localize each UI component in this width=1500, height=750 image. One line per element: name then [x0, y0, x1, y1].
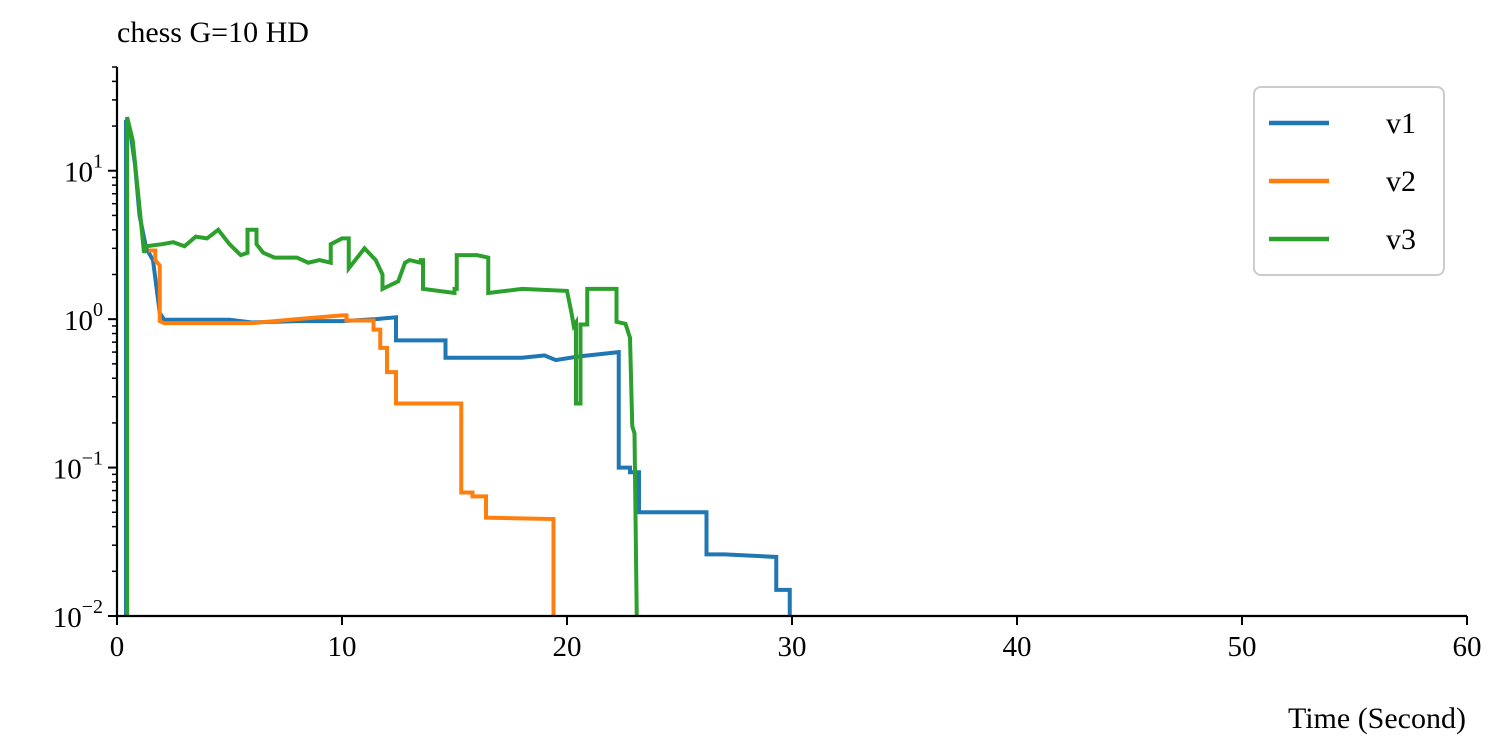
x-tick-label: 0	[110, 631, 125, 663]
legend-items: v1 v2 v3	[1269, 107, 1416, 256]
legend-box	[1253, 86, 1445, 276]
x-tick-label: 60	[1453, 631, 1482, 663]
legend-label-v3: v3	[1386, 223, 1416, 256]
x-tick-label: 20	[553, 631, 582, 663]
legend: v1 v2 v3	[1253, 86, 1445, 276]
x-axis-title: Time (Second)	[1288, 702, 1466, 735]
y-ticks: 10−2 10−1 100 101	[53, 66, 117, 634]
x-tick-label: 30	[778, 631, 807, 663]
x-tick-label: 10	[328, 631, 357, 663]
x-ticks: 0 10 20 30 40 50 60	[110, 616, 1482, 663]
legend-label-v1: v1	[1386, 107, 1416, 140]
y-tick-label: 101	[64, 151, 103, 189]
series-line-v1	[124, 119, 792, 616]
series-line-v2	[148, 248, 556, 616]
y-tick-label: 10−1	[53, 448, 103, 486]
y-tick-label: 10−2	[53, 596, 103, 634]
series-layer	[124, 116, 792, 617]
chart-title: chess G=10 HD	[117, 16, 309, 49]
y-tick-label: 100	[64, 299, 103, 337]
x-tick-label: 40	[1003, 631, 1032, 663]
x-tick-label: 50	[1228, 631, 1257, 663]
legend-label-v2: v2	[1386, 165, 1416, 198]
series-line-v3	[125, 116, 639, 617]
